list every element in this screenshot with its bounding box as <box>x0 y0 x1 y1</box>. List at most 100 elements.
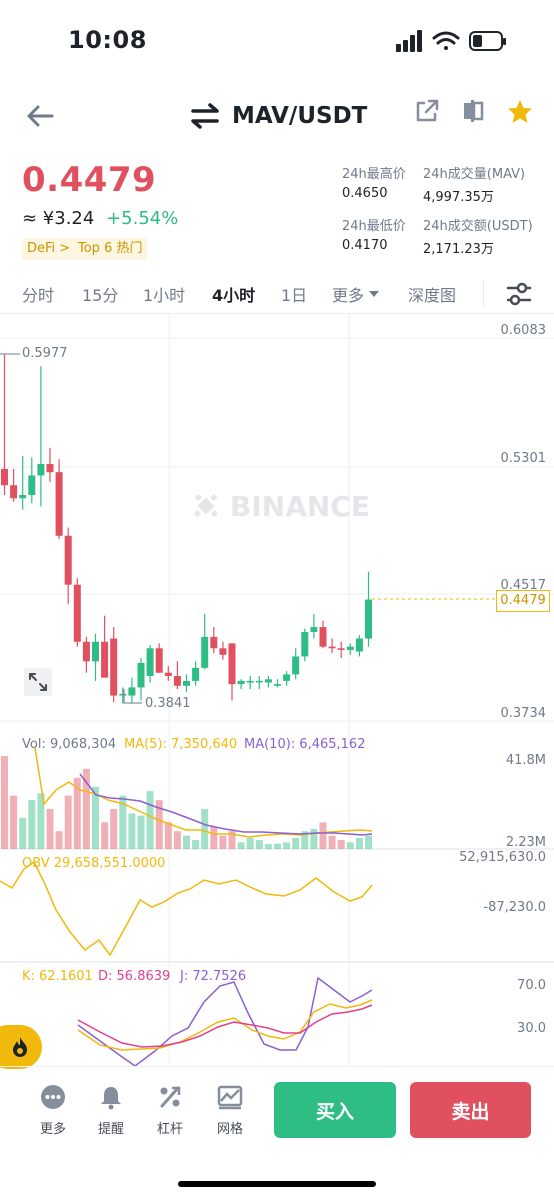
more-label: 更多 <box>39 1122 66 1137</box>
candle-body <box>37 464 45 476</box>
margin-label: 杠杆 <box>156 1122 183 1137</box>
alert-action[interactable]: 提醒 <box>86 1084 136 1137</box>
buy-button[interactable]: 买入 <box>274 1082 396 1138</box>
alert-label: 提醒 <box>97 1122 124 1137</box>
candle-body <box>346 646 354 650</box>
tab-more[interactable]: 更多 <box>332 282 381 306</box>
chart-grid <box>0 314 554 1066</box>
bottom-bar-border <box>0 1066 554 1067</box>
swap-icon <box>191 103 219 129</box>
vol-base-value: 4,997.35万 <box>423 190 494 205</box>
volume-bar <box>10 795 18 849</box>
price-axis-3: 0.4517 <box>500 578 547 593</box>
obv-label: OBV 29,658,551.0000 <box>22 856 166 871</box>
fullscreen-button[interactable] <box>24 668 52 696</box>
volume-bar <box>82 768 90 849</box>
grid-action[interactable]: 网格 <box>205 1084 255 1137</box>
volume-bar <box>183 835 190 849</box>
pair-title: MAV/USDT <box>232 103 368 129</box>
price-axis-4: 0.3734 <box>500 706 547 721</box>
high-value: 0.4650 <box>342 186 388 201</box>
obv-line <box>0 860 373 957</box>
tag-top6[interactable]: Top 6 热门 <box>73 238 148 260</box>
candle-body <box>292 656 300 675</box>
sell-button[interactable]: 卖出 <box>410 1082 531 1138</box>
kdj-k-label: K: 62.1601 <box>22 969 93 984</box>
candle-body <box>155 648 163 673</box>
obv-axis-top: 52,915,630.0 <box>459 850 546 865</box>
volume-bar <box>337 840 345 849</box>
tab-1d[interactable]: 1日 <box>281 286 308 305</box>
candle-body <box>201 636 209 668</box>
volume-bar <box>55 831 63 849</box>
volume-bar <box>237 842 245 849</box>
wifi-icon <box>432 31 460 50</box>
layout-toggle-icon[interactable] <box>460 98 486 124</box>
hot-floating-button[interactable] <box>0 1025 42 1069</box>
price-axis-2: 0.5301 <box>500 451 547 466</box>
candle-body <box>46 464 54 473</box>
candle-body <box>301 631 309 657</box>
volume-bar <box>201 808 209 849</box>
cny-price: ≈ ¥3.24 <box>22 208 95 229</box>
tab-depth[interactable]: 深度图 <box>408 286 457 305</box>
low-label: 24h最低价 <box>342 219 406 234</box>
candle-body <box>128 687 136 696</box>
tab-1h[interactable]: 1小时 <box>143 286 186 305</box>
min-price-label: 0.3841 <box>145 696 191 711</box>
tab-divider <box>483 280 484 306</box>
candle-body <box>246 680 254 683</box>
candle-body <box>10 485 18 499</box>
candle-body <box>237 680 245 685</box>
volume-bar <box>301 831 309 849</box>
favorite-star-icon[interactable] <box>506 98 534 126</box>
volume-bar <box>37 793 45 849</box>
candle-body <box>64 535 72 585</box>
status-icons <box>396 30 506 52</box>
candle-body <box>28 475 36 496</box>
status-time: 10:08 <box>68 26 147 54</box>
tab-line[interactable]: 分时 <box>22 286 55 305</box>
candle-body <box>164 672 172 676</box>
kdj-j-label: J: 72.7526 <box>180 969 247 984</box>
kdj-d-label: D: 56.8639 <box>98 969 171 984</box>
kline-chart[interactable]: BINANCE <box>0 314 554 1066</box>
back-arrow-icon[interactable] <box>22 98 58 134</box>
max-price-label: 0.5977 <box>22 346 68 361</box>
tag-defi[interactable]: DeFi > <box>22 238 76 260</box>
margin-action[interactable]: 杠杆 <box>145 1084 195 1137</box>
candle-body <box>183 680 190 686</box>
candle-body <box>355 638 363 652</box>
kdj-axis-top: 70.0 <box>517 978 546 993</box>
tab-4h[interactable]: 4小时 <box>212 286 256 305</box>
nav-actions <box>414 98 534 126</box>
chart-settings-icon[interactable] <box>505 280 533 308</box>
candle-body <box>219 648 227 655</box>
candle-body <box>255 680 263 683</box>
pair-selector[interactable]: MAV/USDT <box>190 96 367 136</box>
grid-bot-icon <box>217 1085 243 1110</box>
candle-body <box>328 646 336 649</box>
caret-down-icon <box>369 291 380 297</box>
kdj-axis-mid: 30.0 <box>517 1021 546 1036</box>
candle-body <box>1 468 8 486</box>
volume-bar <box>110 808 118 849</box>
volume-bar <box>219 835 227 849</box>
candle-body <box>319 627 327 647</box>
watermark-text: BINANCE <box>230 490 370 523</box>
vol-ma10-label: MA(10): 6,465,162 <box>244 737 366 752</box>
volume-bar <box>228 831 236 849</box>
volume-bar <box>283 842 291 849</box>
candle-body <box>55 472 63 536</box>
candle-body <box>337 648 345 650</box>
more-action[interactable]: 更多 <box>28 1084 78 1137</box>
volume-bar <box>255 840 263 849</box>
candle-body <box>365 599 372 639</box>
price-change: +5.54% <box>106 208 179 229</box>
volume-bar <box>192 840 200 849</box>
battery-icon <box>469 31 506 51</box>
volume-bar <box>264 844 272 849</box>
chart-top-border <box>0 313 554 314</box>
share-icon[interactable] <box>414 98 440 124</box>
tab-15m[interactable]: 15分 <box>82 286 119 305</box>
